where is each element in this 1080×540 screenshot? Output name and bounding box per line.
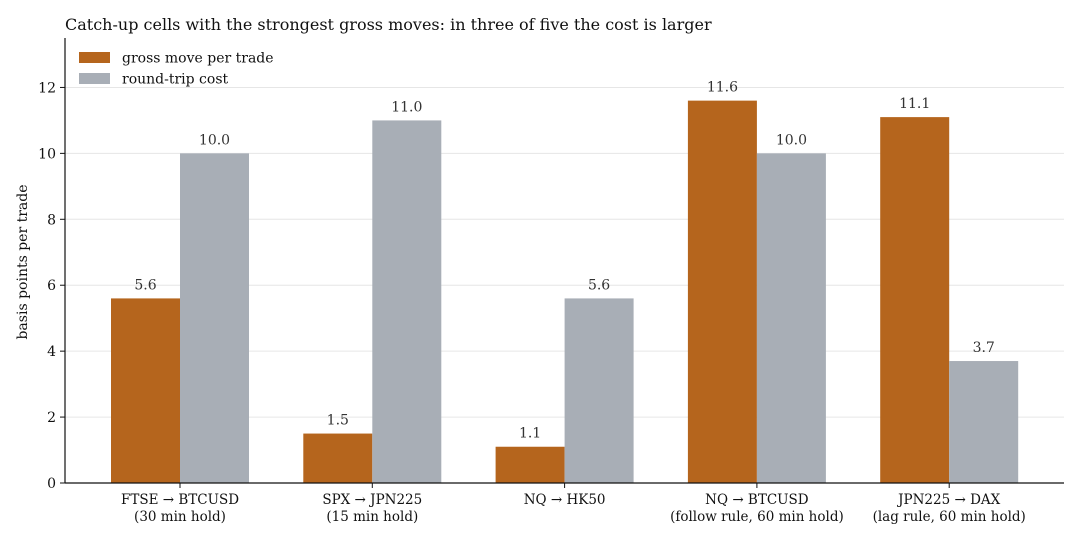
x-tick-label: JPN225 → DAX — [896, 492, 1001, 508]
x-tick-label: (follow rule, 60 min hold) — [670, 509, 844, 525]
bar-value-label: 3.7 — [973, 340, 995, 356]
data-labels: 5.6 10.0 1.5 11.0 1.1 5.6 11.6 10.0 11.1 3.7 — [134, 80, 994, 442]
y-axis-label: basis points per trade — [15, 184, 31, 339]
bar-round-trip-cost — [564, 298, 634, 483]
legend: gross move per trade round-trip cost — [79, 51, 274, 88]
y-tick-label: 2 — [47, 410, 56, 426]
bar-value-label: 10.0 — [199, 132, 230, 148]
y-tick-label: 10 — [38, 146, 56, 162]
bar-value-label: 11.6 — [707, 80, 738, 96]
bar-gross-move — [111, 298, 180, 483]
x-tick-label: FTSE → BTCUSD — [121, 492, 239, 508]
bar-value-label: 5.6 — [134, 277, 156, 293]
legend-swatch — [79, 73, 110, 84]
x-tick-label: (30 min hold) — [134, 509, 226, 525]
y-tick-label: 4 — [47, 344, 56, 360]
x-tick-label: (15 min hold) — [326, 509, 418, 525]
bar-gross-move — [495, 446, 565, 483]
chart-title: Catch-up cells with the strongest gross … — [65, 15, 712, 34]
y-tick-label: 8 — [47, 212, 56, 228]
bar-gross-move — [687, 100, 757, 483]
bar-gross-move — [303, 433, 373, 483]
y-tick-label: 12 — [38, 80, 56, 96]
bars — [111, 100, 1019, 484]
bar-value-label: 1.5 — [327, 413, 349, 429]
axes: 0 2 4 6 8 10 12 FTSE → BTCUSD(30 min hold) SPX →… — [38, 38, 1064, 525]
bar-value-label: 1.1 — [519, 426, 541, 442]
bar-value-label: 11.1 — [899, 96, 930, 112]
legend-swatch — [79, 52, 110, 63]
bar-gross-move — [880, 117, 950, 483]
bar-round-trip-cost — [372, 120, 442, 483]
legend-label: gross move per trade — [122, 51, 274, 67]
x-tick-label: SPX → JPN225 — [322, 492, 422, 508]
x-tick-label: (lag rule, 60 min hold) — [873, 509, 1026, 525]
legend-label: round-trip cost — [122, 72, 229, 88]
bar-round-trip-cost — [756, 153, 826, 484]
x-tick-label: NQ → BTCUSD — [705, 492, 809, 508]
bar-value-label: 5.6 — [588, 277, 610, 293]
bar-value-label: 11.0 — [391, 99, 422, 115]
y-tick-label: 6 — [47, 278, 56, 294]
bar-round-trip-cost — [949, 361, 1019, 483]
y-tick-label: 0 — [47, 476, 56, 492]
bar-value-label: 10.0 — [776, 132, 807, 148]
x-tick-label: NQ → HK50 — [524, 492, 606, 508]
bar-round-trip-cost — [180, 153, 249, 484]
